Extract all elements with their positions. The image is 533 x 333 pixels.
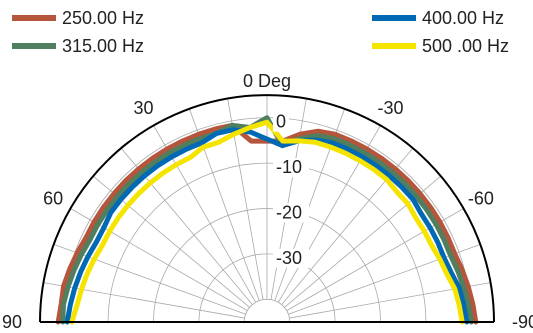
series-line [64, 127, 470, 325]
ring-label: -10 [276, 157, 302, 177]
legend-swatch [12, 43, 56, 49]
ring-label: -30 [276, 248, 302, 268]
series-lines [55, 115, 479, 325]
ring-gridline [153, 208, 381, 323]
series-line [60, 115, 474, 325]
angle-tick-label: -60 [468, 189, 494, 209]
legend-swatch [372, 15, 416, 21]
legend-swatch [12, 15, 56, 21]
ring-gridline [243, 298, 291, 323]
outer-frame [39, 94, 495, 323]
axis-labels: 0 Deg 30 -30 60 -60 90 -90 0 -10 -20 -30 [2, 71, 533, 332]
legend-swatch [372, 43, 416, 49]
angle-tick-label: 90 [2, 312, 22, 332]
legend-label: 315.00 Hz [62, 36, 144, 56]
ring-label-bg [273, 248, 309, 268]
ring-gridline [107, 162, 427, 323]
legend-label: 250.00 Hz [62, 8, 144, 28]
outer-arc [39, 94, 495, 323]
ring-label-bg [273, 158, 309, 178]
angle-tick-label: -30 [377, 98, 403, 118]
series-line [69, 119, 465, 325]
angle-tick-label: 30 [133, 98, 153, 118]
ring-label: 0 [276, 112, 286, 132]
ring-label-bg [273, 203, 309, 223]
angle-tick-label: 60 [43, 189, 63, 209]
legend-label: 400.00 Hz [422, 8, 504, 28]
legend-label: 500 .00 Hz [422, 36, 509, 56]
ring-label-bg [273, 112, 289, 132]
ring-label: -20 [276, 203, 302, 223]
legend: 250.00 Hz 315.00 Hz 400.00 Hz 500 .00 Hz [12, 8, 509, 56]
angle-tick-label: -90 [512, 312, 533, 332]
ring-gridline [198, 253, 336, 323]
angle-label-top: 0 Deg [243, 71, 291, 91]
